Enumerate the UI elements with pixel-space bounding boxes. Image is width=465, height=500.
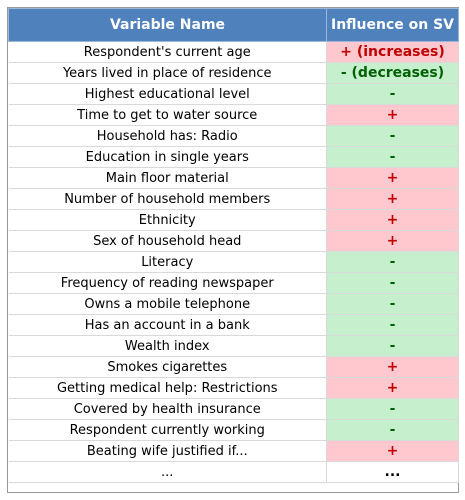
influence-cell: ... xyxy=(326,461,459,483)
header-influence-on-sv: Influence on SV xyxy=(326,8,459,42)
table-row: Years lived in place of residence - (decr… xyxy=(8,62,459,84)
table-row: Covered by health insurance - xyxy=(8,398,459,420)
table-row: Getting medical help: Restrictions + xyxy=(8,377,459,399)
table-row: Sex of household head + xyxy=(8,230,459,252)
table-row: Smokes cigarettes + xyxy=(8,356,459,378)
variable-name-cell: Owns a mobile telephone xyxy=(8,293,327,315)
table-row: Ethnicity + xyxy=(8,209,459,231)
influence-cell: + xyxy=(326,356,459,378)
influence-table-container: Variable Name Influence on SV Respondent… xyxy=(7,7,459,493)
variable-name-cell: Time to get to water source xyxy=(8,104,327,126)
table-row: Respondent's current age + (increases) xyxy=(8,41,459,63)
variable-name-cell: Wealth index xyxy=(8,335,327,357)
table-row: Owns a mobile telephone - xyxy=(8,293,459,315)
variable-name-cell: Has an account in a bank xyxy=(8,314,327,336)
influence-table: Variable Name Influence on SV Respondent… xyxy=(8,8,459,483)
variable-name-cell: Smokes cigarettes xyxy=(8,356,327,378)
influence-cell: + xyxy=(326,104,459,126)
table-row: Main floor material + xyxy=(8,167,459,189)
table-row: Respondent currently working - xyxy=(8,419,459,441)
influence-cell: + (increases) xyxy=(326,41,459,63)
variable-name-cell: ... xyxy=(8,461,327,483)
table-row: Wealth index - xyxy=(8,335,459,357)
variable-name-cell: Years lived in place of residence xyxy=(8,62,327,84)
variable-name-cell: Respondent's current age xyxy=(8,41,327,63)
variable-name-cell: Education in single years xyxy=(8,146,327,168)
variable-name-cell: Frequency of reading newspaper xyxy=(8,272,327,294)
variable-name-cell: Getting medical help: Restrictions xyxy=(8,377,327,399)
variable-name-cell: Literacy xyxy=(8,251,327,273)
influence-cell: - xyxy=(326,83,459,105)
influence-cell: - xyxy=(326,251,459,273)
variable-name-cell: Number of household members xyxy=(8,188,327,210)
influence-cell: + xyxy=(326,440,459,462)
variable-name-cell: Ethnicity xyxy=(8,209,327,231)
table-body: Respondent's current age + (increases) Yea… xyxy=(8,41,459,483)
influence-cell: + xyxy=(326,377,459,399)
table-row: Number of household members + xyxy=(8,188,459,210)
influence-cell: - xyxy=(326,419,459,441)
table-row: Highest educational level - xyxy=(8,83,459,105)
table-row: ...... xyxy=(8,461,459,483)
variable-name-cell: Beating wife justified if... xyxy=(8,440,327,462)
header-variable-name: Variable Name xyxy=(8,8,327,42)
table-row: Beating wife justified if... + xyxy=(8,440,459,462)
header-row: Variable Name Influence on SV xyxy=(8,8,459,42)
variable-name-cell: Covered by health insurance xyxy=(8,398,327,420)
table-row: Frequency of reading newspaper - xyxy=(8,272,459,294)
variable-name-cell: Main floor material xyxy=(8,167,327,189)
influence-cell: - xyxy=(326,398,459,420)
influence-cell: - xyxy=(326,293,459,315)
table-row: Household has: Radio - xyxy=(8,125,459,147)
table-row: Education in single years - xyxy=(8,146,459,168)
influence-cell: - xyxy=(326,146,459,168)
influence-cell: - xyxy=(326,272,459,294)
variable-name-cell: Respondent currently working xyxy=(8,419,327,441)
influence-cell: - xyxy=(326,335,459,357)
table-row: Has an account in a bank - xyxy=(8,314,459,336)
influence-cell: - xyxy=(326,314,459,336)
influence-cell: - (decreases) xyxy=(326,62,459,84)
variable-name-cell: Highest educational level xyxy=(8,83,327,105)
influence-cell: + xyxy=(326,188,459,210)
influence-cell: + xyxy=(326,167,459,189)
influence-cell: - xyxy=(326,125,459,147)
table-row: Literacy - xyxy=(8,251,459,273)
influence-cell: + xyxy=(326,209,459,231)
influence-cell: + xyxy=(326,230,459,252)
variable-name-cell: Household has: Radio xyxy=(8,125,327,147)
variable-name-cell: Sex of household head xyxy=(8,230,327,252)
table-row: Time to get to water source + xyxy=(8,104,459,126)
